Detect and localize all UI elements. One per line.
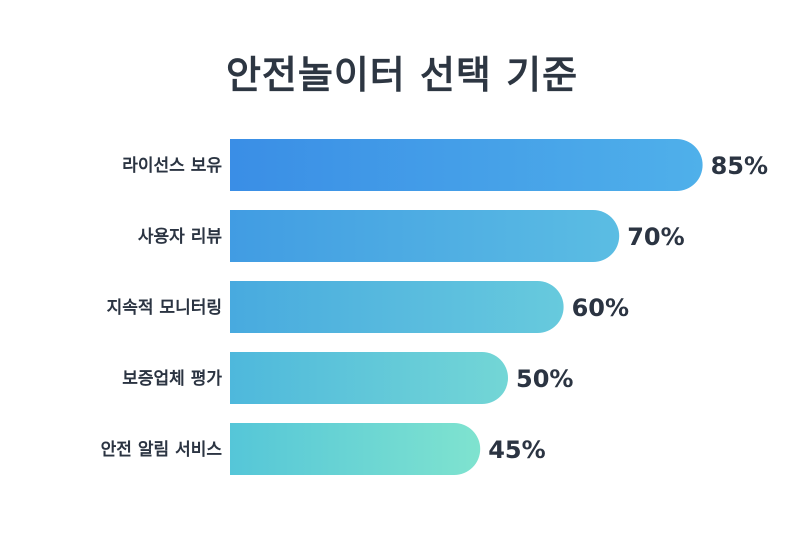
category-label: 라이선스 보유 <box>122 156 222 176</box>
bar-3 <box>230 281 564 333</box>
bar-2 <box>230 210 620 262</box>
bar-5 <box>230 423 481 475</box>
value-label: 45% <box>488 436 545 464</box>
category-label: 지속적 모니터링 <box>107 298 222 318</box>
value-label: 60% <box>572 294 629 322</box>
labels-layer: 라이선스 보유 85% 사용자 리뷰 70% 지속적 모니터링 60% 보증업체 평가 50%… <box>101 152 768 464</box>
bar-1 <box>230 139 703 191</box>
value-label: 50% <box>516 365 573 393</box>
value-label: 85% <box>711 152 768 180</box>
chart-title: 안전놀이터 선택 기준 <box>225 53 579 97</box>
bars-layer <box>230 139 703 475</box>
category-label: 안전 알림 서비스 <box>101 440 223 460</box>
bar-4 <box>230 352 508 404</box>
category-label: 사용자 리뷰 <box>138 227 222 247</box>
category-label: 보증업체 평가 <box>122 369 222 389</box>
value-label: 70% <box>627 223 684 251</box>
